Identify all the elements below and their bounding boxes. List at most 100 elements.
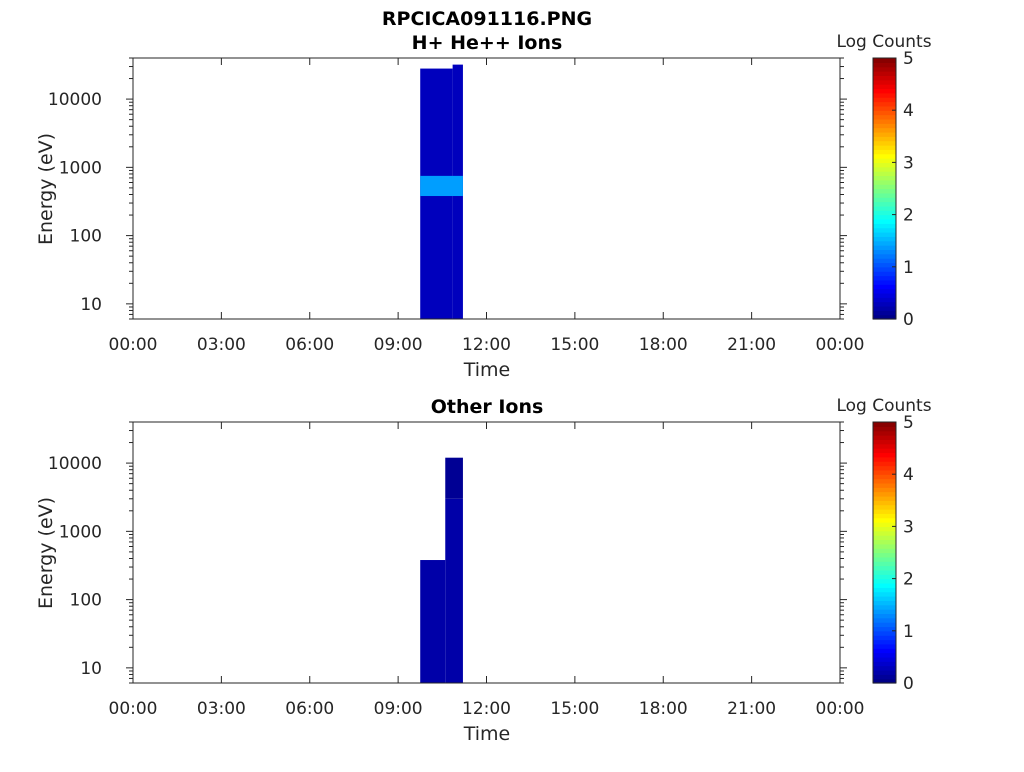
y-tick-label: 1000 — [59, 522, 102, 542]
x-tick-label: 15:00 — [550, 699, 599, 719]
colorbar-segment — [873, 171, 896, 177]
colorbar-segment — [873, 123, 896, 129]
colorbar-tick-label: 5 — [903, 413, 914, 433]
colorbar-segment — [873, 482, 896, 488]
colorbar-segment — [873, 461, 896, 467]
colorbar-segment — [873, 561, 896, 567]
colorbar-segment — [873, 656, 896, 662]
colorbar-segment — [873, 184, 896, 190]
colorbar-segment — [873, 587, 896, 593]
y-tick-label: 10 — [80, 295, 102, 315]
colorbar-tick-label: 0 — [903, 674, 914, 694]
figure-title: RPCICA091116.PNG — [382, 8, 592, 30]
x-tick-label: 09:00 — [374, 335, 423, 355]
colorbar-label: Log Counts — [836, 396, 931, 416]
colorbar-segment — [873, 236, 896, 242]
spectrogram-cell — [445, 498, 463, 683]
colorbar-segment — [873, 271, 896, 277]
y-tick-label: 100 — [70, 591, 102, 611]
colorbar-segment — [873, 639, 896, 645]
panel-h-he-ions: H+ He++ Ions Time Energy (eV) Log Counts… — [35, 32, 932, 381]
colorbar-segment — [873, 565, 896, 571]
colorbar-tick-label: 4 — [903, 101, 914, 121]
colorbar-tick-label: 3 — [903, 517, 914, 537]
colorbar-segment — [873, 245, 896, 250]
spectrogram-cell — [420, 175, 463, 197]
spectrogram-area — [420, 64, 463, 320]
colorbar-segment — [873, 279, 896, 285]
colorbar-segment — [873, 145, 896, 150]
colorbar-segment — [873, 539, 896, 545]
colorbar-segment — [873, 136, 896, 142]
colorbar-segment — [873, 301, 896, 307]
colorbar-segment — [873, 88, 896, 94]
colorbar-segment — [873, 552, 896, 558]
colorbar-segment — [873, 661, 896, 667]
spectrogram-cell — [445, 457, 463, 499]
colorbar-segment — [873, 500, 896, 506]
colorbar-segment — [873, 448, 896, 454]
colorbar-segment — [873, 474, 896, 480]
colorbar-segment — [873, 297, 896, 303]
colorbar-segment — [873, 249, 896, 255]
colorbar-segment — [873, 422, 896, 427]
colorbar-segment — [873, 526, 896, 532]
colorbar-segment — [873, 66, 896, 72]
colorbar-tick-label: 2 — [903, 570, 914, 590]
colorbar-segment — [873, 543, 896, 549]
colorbar-segment — [873, 258, 896, 264]
x-axis-label: Time — [463, 359, 511, 381]
colorbar-segment — [873, 487, 896, 493]
colorbar-segment — [873, 192, 896, 198]
colorbar-frame — [872, 421, 897, 684]
colorbar-tick-label: 4 — [903, 465, 914, 485]
colorbar-segment — [873, 613, 896, 619]
colorbar-segment — [873, 158, 896, 163]
colorbar-segment — [873, 456, 896, 462]
colorbar-segment — [873, 604, 896, 610]
colorbar-segment — [873, 179, 896, 185]
panel-other-ions: Other Ions Time Energy (eV) Log Counts 0… — [35, 396, 932, 745]
colorbar-segment — [873, 227, 896, 233]
colorbar-tick-label: 1 — [903, 258, 914, 278]
colorbar-frame — [872, 57, 897, 320]
colorbar: 0 1 2 3 4 5 — [872, 49, 914, 330]
y-tick-label: 10000 — [48, 90, 102, 110]
x-tick-label: 06:00 — [285, 335, 334, 355]
colorbar-segment — [873, 114, 896, 120]
colorbar-segment — [873, 110, 896, 116]
colorbar-segment — [873, 127, 896, 133]
colorbar-segment — [873, 426, 896, 432]
colorbar-segment — [873, 443, 896, 449]
y-axis-label: Energy (eV) — [35, 133, 57, 245]
colorbar-segment — [873, 62, 896, 68]
colorbar-segment — [873, 223, 896, 229]
colorbar-segment — [873, 578, 896, 584]
colorbar-segment — [873, 569, 896, 575]
colorbar-segment — [873, 105, 896, 111]
colorbar-tick-label: 5 — [903, 49, 914, 69]
colorbar-segment — [873, 188, 896, 194]
colorbar-segment — [873, 439, 896, 445]
colorbar-segment — [873, 75, 896, 81]
colorbar-segment — [873, 591, 896, 597]
colorbar-segment — [873, 262, 896, 268]
colorbar-segment — [873, 205, 896, 211]
colorbar-segment — [873, 622, 896, 628]
colorbar-segment — [873, 310, 896, 316]
colorbar-segment — [873, 435, 896, 440]
colorbar: 0 1 2 3 4 5 — [872, 413, 914, 694]
colorbar-tick-label: 3 — [903, 153, 914, 173]
colorbar-segment — [873, 253, 896, 259]
colorbar-segment — [873, 509, 896, 514]
x-tick-label: 15:00 — [550, 335, 599, 355]
x-tick-label: 12:00 — [462, 335, 511, 355]
colorbar-segment — [873, 79, 896, 85]
axes: 00:00 03:00 06:00 09:00 12:00 15:00 18:00 21:00… — [48, 421, 865, 719]
colorbar-segment — [873, 635, 896, 641]
colorbar-segment — [873, 97, 896, 103]
x-tick-label: 03:00 — [197, 335, 246, 355]
x-tick-label: 06:00 — [285, 699, 334, 719]
colorbar-segment — [873, 197, 896, 203]
colorbar-segment — [873, 140, 896, 146]
